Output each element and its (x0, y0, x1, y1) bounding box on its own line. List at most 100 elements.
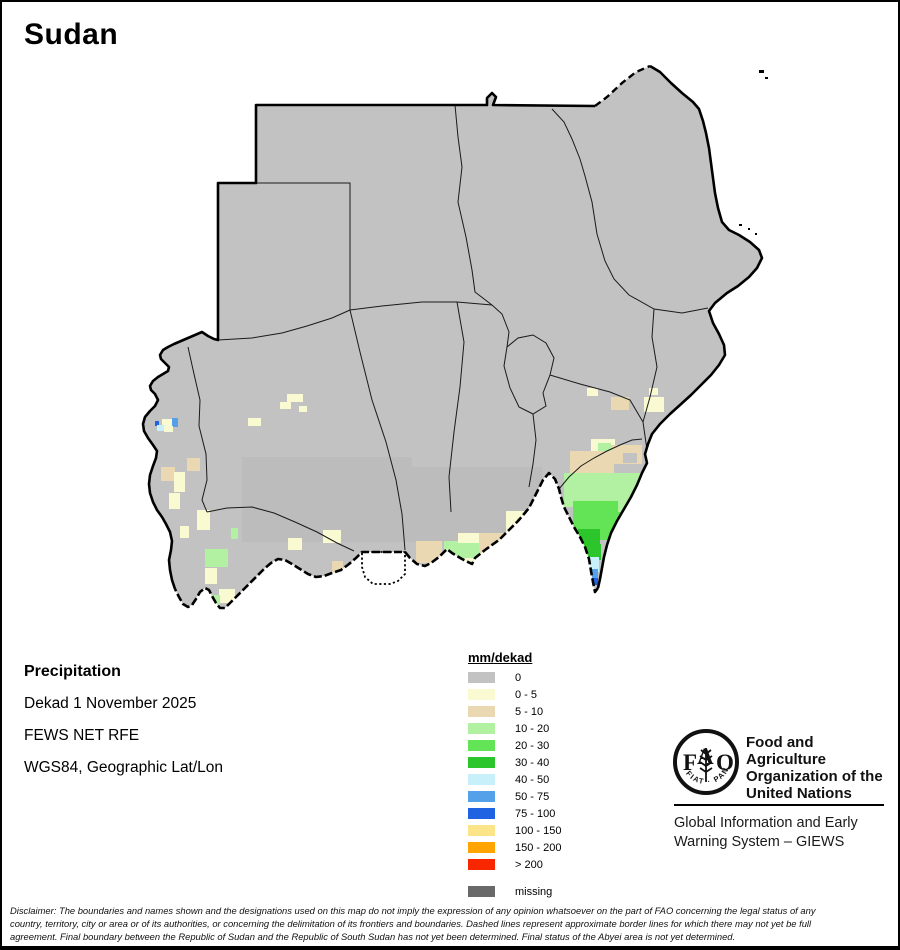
precip-patch (180, 526, 189, 538)
legend-label: 0 (515, 671, 522, 684)
page-title: Sudan (24, 18, 119, 51)
precip-patch (219, 589, 235, 603)
legend-item: 10 - 20 (468, 722, 561, 735)
precip-patch (598, 443, 611, 454)
legend-item: missing (468, 885, 561, 898)
precip-patch (288, 538, 302, 550)
precip-patch (231, 528, 238, 539)
info-dekad: Dekad 1 November 2025 (24, 695, 197, 712)
precip-patch (280, 402, 291, 409)
legend-swatch (468, 689, 495, 700)
legend-item: 30 - 40 (468, 756, 561, 769)
info-projection: WGS84, Geographic Lat/Lon (24, 759, 224, 776)
legend-label: 10 - 20 (515, 722, 550, 735)
abyei-dotted-boundary (361, 551, 406, 585)
legend-label: > 200 (515, 858, 543, 871)
precip-patch (164, 426, 173, 432)
precip-patch (197, 510, 210, 530)
precip-patch (323, 530, 341, 543)
legend-rows: 0 0 - 5 5 - 10 10 - 20 20 - 30 30 - 40 40 - 50… (468, 671, 562, 898)
precip-patch (248, 418, 261, 426)
legend-label: 50 - 75 (515, 790, 550, 803)
legend-item: > 200 (468, 858, 561, 871)
disclaimer-line: Disclaimer: The boundaries and names sho… (10, 905, 816, 916)
precip-patch (464, 558, 490, 572)
precip-patch (162, 419, 173, 426)
precip-patch (242, 457, 412, 542)
fao-logo-icon: F A O FIAT · PANIS (672, 728, 739, 795)
legend-swatch (468, 723, 495, 734)
legend-item: 50 - 75 (468, 790, 561, 803)
precip-patch (332, 561, 343, 572)
border-dashed-halaib (594, 64, 651, 107)
precip-patch (412, 467, 542, 542)
legend-item: 100 - 150 (468, 824, 562, 837)
fao-divider (674, 804, 884, 806)
precip-patch (287, 394, 303, 402)
legend-swatch (468, 808, 495, 819)
legend-item: 20 - 30 (468, 739, 561, 752)
precip-patch (174, 472, 185, 492)
legend-label: 0 - 5 (515, 688, 538, 701)
precip-patch (187, 458, 200, 471)
state-boundaries (187, 104, 709, 552)
wheat-ear-icon (699, 748, 713, 782)
legend-item: 40 - 50 (468, 773, 561, 786)
legend-label: 150 - 200 (515, 841, 562, 854)
precip-patch (205, 549, 228, 567)
legend-label: 30 - 40 (515, 756, 550, 769)
legend-swatch (468, 740, 495, 751)
legend-swatch (468, 886, 495, 897)
legend-swatch (468, 842, 495, 853)
precip-patch (299, 406, 307, 412)
info-source: FEWS NET RFE (24, 727, 140, 744)
precip-patch (611, 397, 629, 410)
precip-patch (155, 421, 159, 426)
legend-title: mm/dekad (468, 650, 533, 665)
legend-swatch (468, 672, 495, 683)
fao-org-name: Food and Agriculture Organization of the… (746, 734, 883, 802)
legend-swatch (468, 757, 495, 768)
legend-swatch (468, 859, 495, 870)
precip-patch (172, 418, 178, 427)
precip-patch (623, 453, 637, 463)
precip-patch (649, 388, 658, 395)
precip-patch (479, 533, 508, 563)
legend-item: 0 - 5 (468, 688, 561, 701)
coastal-islands (739, 70, 768, 235)
legend-swatch (468, 825, 495, 836)
precip-patch (205, 568, 217, 584)
legend-label: 20 - 30 (515, 739, 550, 752)
legend-swatch (468, 774, 495, 785)
precip-patch (380, 566, 401, 580)
precip-patch (157, 425, 165, 431)
precip-patch (585, 544, 601, 560)
legend-item: 150 - 200 (468, 841, 562, 854)
legend-label: missing (515, 885, 553, 898)
svg-text:O: O (716, 750, 734, 775)
legend-swatch (468, 706, 495, 717)
precip-patch (644, 397, 664, 412)
legend-swatch (468, 791, 495, 802)
border-dashed-south (173, 471, 600, 610)
precip-patch (161, 467, 175, 481)
national-border (141, 64, 764, 590)
disclaimer-line: country, territory, city or area or of i… (10, 918, 812, 929)
precip-patch (588, 569, 598, 579)
legend-label: 5 - 10 (515, 705, 544, 718)
legend-label: 100 - 150 (515, 824, 562, 837)
precip-patch (416, 541, 442, 563)
map-info-block: Precipitation Dekad 1 November 2025 FEWS… (24, 656, 223, 784)
legend-item: 5 - 10 (468, 705, 561, 718)
legend-label: 40 - 50 (515, 773, 550, 786)
giews-label: Global Information and Early Warning Sys… (674, 815, 858, 850)
precip-patch (363, 559, 388, 571)
precip-patch (169, 493, 180, 509)
legend-label: 75 - 100 (515, 807, 556, 820)
legend: mm/dekad 0 0 - 5 5 - 10 10 - 20 20 - 30 30 - … (468, 650, 561, 903)
disclaimer-text: Disclaimer: The boundaries and names sho… (10, 904, 898, 943)
legend-item: 75 - 100 (468, 807, 561, 820)
legend-item: 0 (468, 671, 561, 684)
